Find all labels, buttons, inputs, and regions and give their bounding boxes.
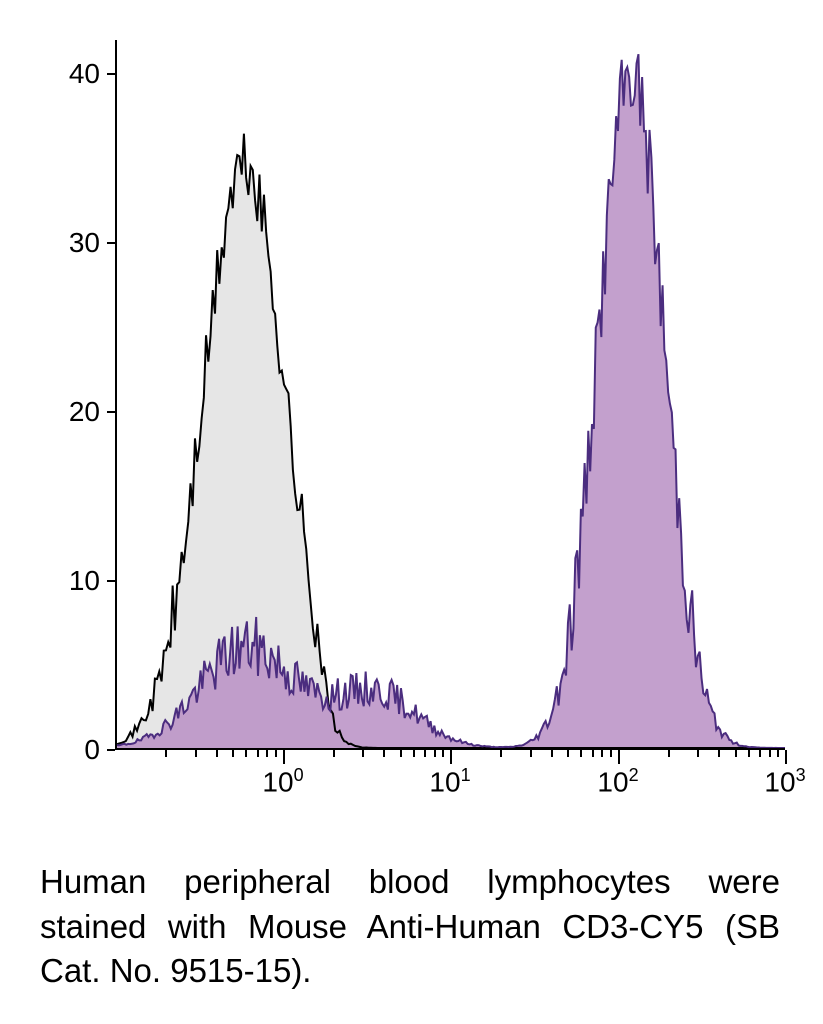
x-tick-minor	[195, 750, 197, 757]
x-tick-minor	[266, 750, 268, 757]
x-tick-minor	[216, 750, 218, 757]
x-tick-minor	[245, 750, 247, 757]
x-tick-minor	[362, 750, 364, 757]
x-tick-label: 103	[764, 765, 805, 798]
x-tick-major	[785, 750, 787, 764]
y-tick	[107, 580, 115, 582]
x-tick-minor	[500, 750, 502, 757]
x-tick-minor	[165, 750, 167, 757]
x-tick-minor	[759, 750, 761, 757]
x-tick-minor	[232, 750, 234, 757]
x-tick-minor	[434, 750, 436, 757]
x-tick-minor	[257, 750, 259, 757]
x-tick-major	[450, 750, 452, 764]
caption: Human peripheral blood lymphocytes were …	[40, 860, 780, 994]
x-tick-minor	[697, 750, 699, 757]
x-tick-minor	[551, 750, 553, 757]
x-tick-minor	[748, 750, 750, 757]
y-tick-label: 30	[40, 227, 100, 259]
x-tick-minor	[610, 750, 612, 757]
x-tick-minor	[400, 750, 402, 757]
chart-container: 0 10 20 30 40 100 101 102 103	[40, 20, 800, 840]
x-tick-minor	[735, 750, 737, 757]
x-tick-minor	[668, 750, 670, 757]
x-tick-label: 100	[262, 765, 303, 798]
x-tick-minor	[777, 750, 779, 757]
x-tick-label: 101	[429, 765, 470, 798]
x-tick-minor	[769, 750, 771, 757]
x-tick-minor	[580, 750, 582, 757]
x-tick-minor	[413, 750, 415, 757]
x-tick-minor	[442, 750, 444, 757]
y-tick-label: 0	[40, 734, 100, 766]
plot-area	[115, 40, 785, 750]
y-tick	[107, 73, 115, 75]
y-tick	[107, 242, 115, 244]
y-tick	[107, 749, 115, 751]
x-tick-minor	[275, 750, 277, 757]
x-tick-minor	[592, 750, 594, 757]
y-tick-label: 10	[40, 565, 100, 597]
x-tick-minor	[601, 750, 603, 757]
x-tick-minor	[383, 750, 385, 757]
x-tick-minor	[567, 750, 569, 757]
x-tick-minor	[424, 750, 426, 757]
histogram-svg	[117, 40, 785, 748]
x-tick-minor	[530, 750, 532, 757]
x-tick-minor	[333, 750, 335, 757]
y-tick	[107, 411, 115, 413]
y-tick-label: 40	[40, 58, 100, 90]
x-tick-major	[283, 750, 285, 764]
x-tick-minor	[718, 750, 720, 757]
y-tick-label: 20	[40, 396, 100, 428]
x-tick-label: 102	[597, 765, 638, 798]
x-tick-major	[618, 750, 620, 764]
